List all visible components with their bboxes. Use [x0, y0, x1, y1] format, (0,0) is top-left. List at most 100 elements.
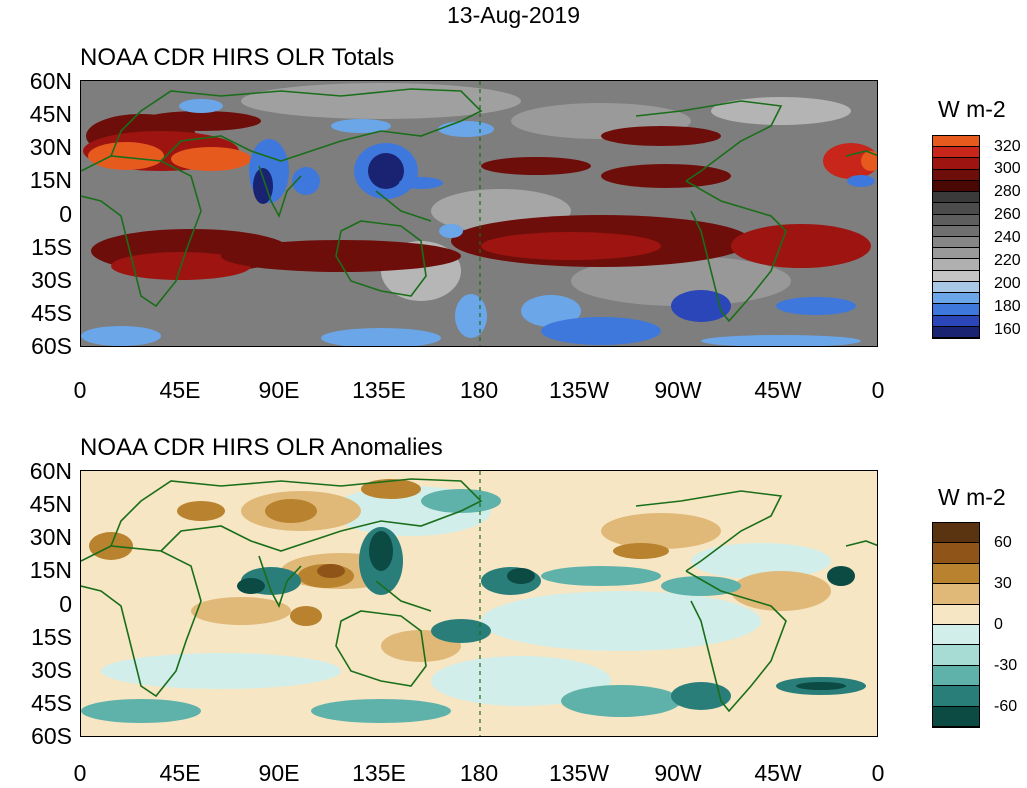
totals-cloud-band	[241, 83, 521, 119]
anomalies-lat-label: 30S	[31, 657, 72, 683]
totals-convective-region	[81, 326, 161, 346]
colorbar-swatch	[933, 147, 979, 159]
colorbar-swatch	[933, 604, 979, 625]
anomalies-colorbar-label: -60	[994, 698, 1018, 715]
totals-lon-label: 90W	[654, 377, 702, 403]
anomalies-negative-region	[431, 656, 611, 706]
colorbar-swatch	[933, 192, 979, 204]
anomalies-negative-region	[311, 699, 451, 723]
colorbar-swatch	[933, 584, 979, 605]
colorbar-swatch	[933, 236, 979, 249]
anomalies-lon-label: 135W	[548, 760, 610, 786]
anomalies-lat-label: 30N	[29, 524, 72, 550]
anomalies-lon-label: 90W	[654, 760, 702, 786]
anomalies-negative-region	[671, 682, 731, 710]
totals-convective-region	[701, 335, 861, 346]
totals-convective-region	[671, 290, 731, 322]
totals-convective-region	[331, 119, 391, 133]
totals-warm-region	[221, 240, 461, 272]
totals-convective-region	[521, 295, 581, 327]
anomalies-negative-region	[421, 489, 501, 513]
totals-units: W m-2	[938, 96, 1006, 122]
colorbar-swatch	[933, 563, 979, 585]
colorbar-swatch	[933, 214, 979, 226]
anomalies-lon-label: 90E	[258, 760, 300, 786]
totals-warm-region	[481, 157, 591, 175]
totals-warm-region	[601, 164, 731, 188]
colorbar-swatch	[933, 315, 979, 327]
totals-convective-region	[541, 317, 661, 345]
anomalies-negative-region	[796, 682, 846, 690]
totals-warm-region	[171, 147, 251, 171]
anomalies-positive-region	[361, 479, 421, 499]
totals-lat-label: 15S	[31, 234, 72, 260]
totals-lat-label: 45S	[31, 300, 72, 326]
colorbar-swatch	[933, 259, 979, 271]
anomalies-lon-label: 45E	[159, 760, 201, 786]
colorbar-swatch	[933, 169, 979, 181]
totals-convective-region	[438, 121, 494, 137]
totals-convective-region	[179, 99, 223, 113]
anomalies-negative-region	[101, 653, 341, 689]
colorbar-swatch	[933, 686, 979, 707]
totals-warm-region	[861, 151, 877, 171]
totals-warm-region	[88, 142, 164, 170]
totals-convective-region	[776, 297, 856, 315]
anomalies-lat-label: 60S	[31, 723, 72, 749]
colorbar-swatch	[933, 665, 979, 687]
anomalies-colorbar-label: 30	[994, 575, 1012, 592]
anomalies-positive-region	[601, 513, 721, 549]
totals-warm-region	[731, 224, 871, 268]
totals-colorbar-label: 160	[994, 321, 1021, 338]
anomalies-positive-region	[265, 499, 317, 523]
colorbar-swatch	[933, 270, 979, 282]
anomalies-positive-region	[177, 501, 225, 521]
anomalies-negative-region	[369, 531, 393, 571]
totals-lat-label: 30N	[29, 134, 72, 160]
colorbar-swatch	[933, 158, 979, 170]
anomalies-negative-region	[237, 578, 265, 594]
anomalies-lat-label: 15S	[31, 624, 72, 650]
colorbar-swatch	[933, 706, 979, 727]
totals-lat-label: 45N	[29, 101, 72, 127]
totals-colorbar	[932, 135, 980, 339]
anomalies-negative-region	[481, 591, 761, 651]
totals-lon-label: 0	[871, 377, 885, 403]
totals-colorbar-label: 320	[994, 138, 1021, 155]
totals-lat-label: 60N	[29, 68, 72, 94]
anomalies-negative-region	[827, 566, 855, 586]
anomalies-lon-label: 180	[459, 760, 499, 786]
totals-map	[80, 80, 878, 347]
anomalies-coastlines	[81, 478, 877, 713]
anomalies-positive-region	[191, 597, 291, 625]
totals-lon-label: 90E	[258, 377, 300, 403]
anomalies-positive-region	[317, 564, 345, 578]
totals-colorbar-label: 180	[994, 298, 1021, 315]
totals-colorbar-label: 200	[994, 275, 1021, 292]
totals-colorbar-label: 240	[994, 229, 1021, 246]
totals-cloud-band	[711, 97, 851, 125]
anomalies-lat-label: 45N	[29, 491, 72, 517]
anomalies-panel-title: NOAA CDR HIRS OLR Anomalies	[80, 434, 443, 461]
anomalies-lat-label: 45S	[31, 690, 72, 716]
colorbar-swatch	[933, 136, 979, 148]
totals-colorbar-label: 220	[994, 252, 1021, 269]
colorbar-swatch	[933, 281, 979, 294]
totals-convective-region	[292, 167, 320, 195]
totals-convective-region	[399, 177, 443, 189]
totals-colorbar-label: 280	[994, 183, 1021, 200]
colorbar-swatch	[933, 180, 979, 193]
anomalies-lon-label: 135E	[352, 760, 406, 786]
anomalies-colorbar	[932, 522, 980, 728]
colorbar-swatch	[933, 225, 979, 237]
anomalies-negative-region	[561, 685, 681, 717]
totals-panel-title: NOAA CDR HIRS OLR Totals	[80, 44, 395, 71]
colorbar-swatch	[933, 326, 979, 338]
colorbar-swatch	[933, 645, 979, 666]
anomalies-colorbar-label: 0	[994, 616, 1003, 633]
anomalies-lat-label: 60N	[29, 458, 72, 484]
totals-lon-label: 180	[459, 377, 499, 403]
date-title: 13-Aug-2019	[447, 2, 580, 28]
totals-colorbar-label: 300	[994, 160, 1021, 177]
colorbar-swatch	[933, 543, 979, 564]
